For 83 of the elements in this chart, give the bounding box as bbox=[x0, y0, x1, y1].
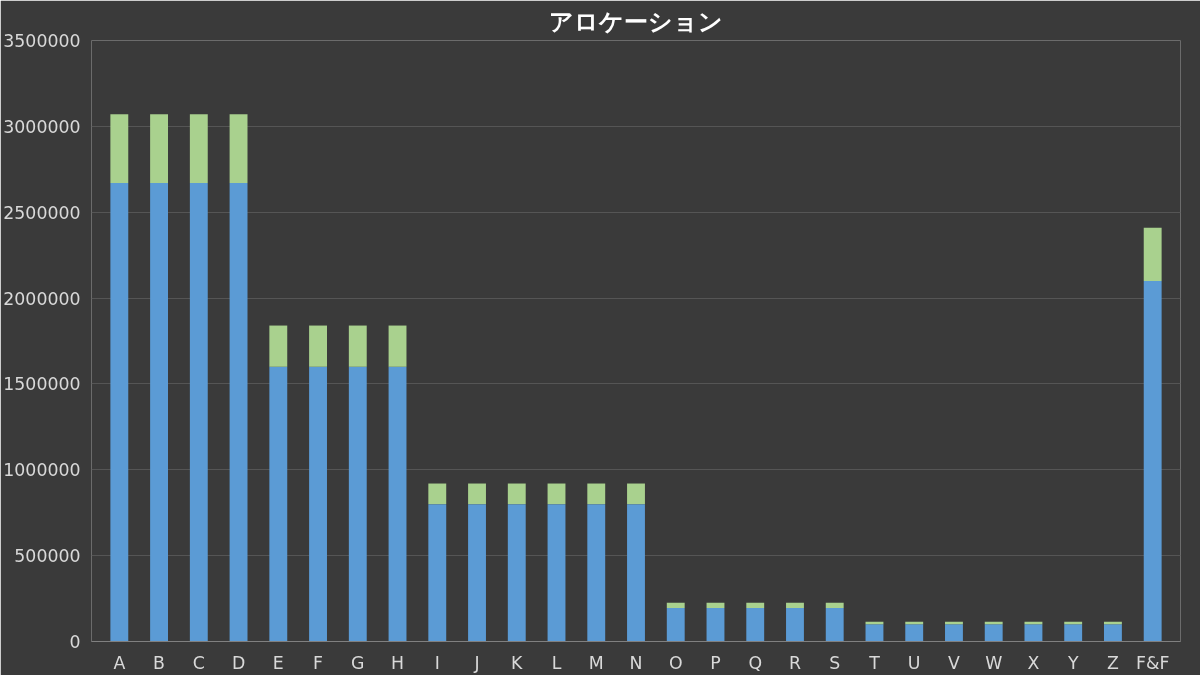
x-tick-label: M bbox=[588, 652, 604, 673]
bar bbox=[428, 504, 447, 642]
bar bbox=[348, 366, 367, 642]
x-tick-label: K bbox=[511, 652, 524, 673]
bar bbox=[507, 504, 526, 642]
x-tick-label: E bbox=[272, 652, 284, 673]
bar bbox=[229, 114, 248, 184]
bar bbox=[1024, 624, 1043, 642]
x-tick-label: R bbox=[788, 652, 801, 673]
bar bbox=[348, 325, 367, 367]
bar bbox=[905, 624, 924, 642]
bar bbox=[150, 114, 169, 184]
x-tick-label: D bbox=[231, 652, 246, 673]
bar bbox=[666, 608, 685, 642]
bar bbox=[706, 602, 725, 609]
y-tick-label: 1500000 bbox=[3, 374, 81, 395]
bar bbox=[428, 483, 447, 505]
x-tick-label: O bbox=[668, 652, 683, 673]
bar bbox=[666, 602, 685, 609]
bar bbox=[587, 483, 606, 505]
y-tick-label: 3000000 bbox=[3, 116, 81, 137]
x-tick-label: B bbox=[153, 652, 166, 673]
x-tick-label: H bbox=[391, 652, 405, 673]
bar bbox=[388, 366, 407, 642]
bar bbox=[746, 608, 765, 642]
x-tick-label: L bbox=[551, 652, 562, 673]
bar bbox=[786, 608, 804, 642]
x-tick-label: J bbox=[473, 652, 480, 673]
bar bbox=[388, 325, 407, 367]
x-tick-label: C bbox=[192, 652, 205, 673]
x-tick-label: W bbox=[985, 652, 1003, 673]
bar bbox=[865, 624, 884, 642]
bar bbox=[706, 608, 725, 642]
bar bbox=[269, 366, 288, 642]
bar bbox=[189, 114, 208, 184]
y-tick-label: 1000000 bbox=[3, 460, 81, 481]
chart-title: アロケーション bbox=[549, 7, 723, 36]
x-tick-label: N bbox=[629, 652, 643, 673]
y-tick-label: 3500000 bbox=[3, 31, 81, 51]
y-tick-label: 500000 bbox=[14, 546, 81, 567]
x-tick-label: F bbox=[313, 652, 324, 673]
bar bbox=[507, 483, 526, 505]
bar bbox=[786, 602, 804, 609]
x-tick-label: P bbox=[710, 652, 721, 673]
bar bbox=[229, 183, 248, 642]
x-tick-label: A bbox=[113, 652, 126, 673]
bar bbox=[468, 483, 486, 505]
bar bbox=[110, 114, 129, 184]
x-tick-label: G bbox=[351, 652, 365, 673]
bar bbox=[627, 504, 645, 642]
y-tick-label: 2500000 bbox=[3, 202, 81, 223]
y-tick-label: 2000000 bbox=[3, 288, 81, 309]
bar bbox=[110, 183, 129, 642]
x-tick-label: U bbox=[907, 652, 921, 673]
x-tick-label: Z bbox=[1107, 652, 1119, 673]
bar bbox=[825, 608, 844, 642]
x-tick-label: I bbox=[434, 652, 440, 673]
bar bbox=[1103, 624, 1122, 642]
x-tick-label: T bbox=[868, 652, 881, 673]
bar bbox=[309, 366, 327, 642]
x-tick-label: Y bbox=[1066, 652, 1079, 673]
bar bbox=[627, 483, 645, 505]
bar bbox=[1143, 227, 1162, 281]
bar bbox=[746, 602, 765, 609]
x-tick-label: F&F bbox=[1135, 652, 1170, 673]
bar bbox=[468, 504, 486, 642]
bar bbox=[150, 183, 169, 642]
bar bbox=[189, 183, 208, 642]
x-tick-label: S bbox=[829, 652, 841, 673]
x-tick-label: V bbox=[948, 652, 961, 673]
x-tick-label: Q bbox=[748, 652, 763, 673]
bar bbox=[945, 624, 963, 642]
bar bbox=[825, 602, 844, 609]
y-tick-label: 0 bbox=[69, 632, 81, 652]
bar bbox=[1064, 624, 1083, 642]
bar bbox=[547, 504, 566, 642]
bar bbox=[309, 325, 327, 367]
bar bbox=[984, 624, 1003, 642]
bar bbox=[547, 483, 566, 505]
bar bbox=[269, 325, 288, 367]
bar bbox=[587, 504, 606, 642]
bar bbox=[1143, 280, 1162, 642]
x-tick-label: X bbox=[1027, 652, 1040, 673]
